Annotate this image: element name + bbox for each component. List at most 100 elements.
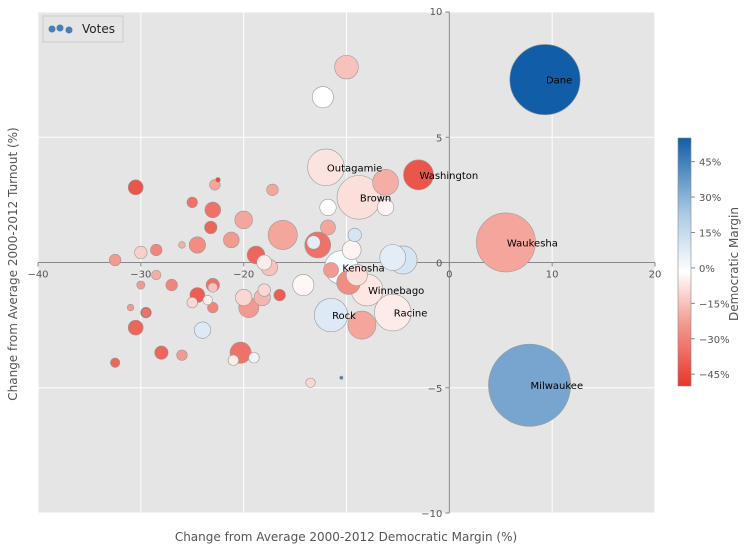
point-label-racine: Racine xyxy=(394,309,428,320)
county-point xyxy=(154,345,169,360)
county-point xyxy=(377,198,395,216)
legend-marker-2 xyxy=(56,24,64,32)
x-tick-label: −30 xyxy=(130,270,151,281)
county-point xyxy=(215,177,221,183)
county-point xyxy=(178,241,186,249)
legend-label: Votes xyxy=(82,22,115,36)
county-point xyxy=(186,196,198,208)
county-point xyxy=(150,243,163,257)
county-point xyxy=(292,274,315,296)
county-point xyxy=(127,319,144,336)
county-point xyxy=(165,278,178,292)
y-tick-label: 0 xyxy=(436,259,442,270)
county-point xyxy=(207,301,219,314)
y-axis-label: Change from Average 2000-2012 Turnout (%… xyxy=(6,127,20,401)
point-rock xyxy=(314,298,349,333)
point-label-milwaukee: Milwaukee xyxy=(531,381,584,392)
county-point xyxy=(188,236,206,254)
county-point xyxy=(204,220,218,235)
county-point xyxy=(347,227,362,242)
colorbar-tick-label: 30% xyxy=(699,193,721,204)
county-point xyxy=(273,288,286,302)
county-point xyxy=(256,254,273,271)
county-point xyxy=(323,262,339,278)
county-point xyxy=(110,357,121,368)
point-outagamie xyxy=(307,148,345,186)
county-point xyxy=(136,280,146,290)
county-point xyxy=(319,198,337,216)
point-label-washington: Washington xyxy=(419,171,478,182)
county-point xyxy=(141,308,151,318)
county-point xyxy=(320,219,336,236)
point-label-kenosha: Kenosha xyxy=(342,264,384,275)
colorbar-tick-label: 45% xyxy=(699,158,721,169)
county-point xyxy=(305,377,316,388)
county-point xyxy=(306,235,321,250)
point-label-winnebago: Winnebago xyxy=(368,286,424,297)
county-point xyxy=(234,210,253,230)
legend-marker-3 xyxy=(65,26,73,34)
legend-box xyxy=(42,15,124,43)
y-tick-label: −5 xyxy=(428,384,443,395)
county-point xyxy=(311,86,334,109)
x-tick-label: 20 xyxy=(649,270,662,281)
county-point xyxy=(267,220,298,250)
county-point xyxy=(257,283,271,297)
x-tick-label: 0 xyxy=(446,270,452,281)
county-point xyxy=(151,269,162,281)
legend-marker-1 xyxy=(48,25,56,33)
point-label-rock: Rock xyxy=(332,311,356,322)
colorbar-gradient xyxy=(678,138,691,386)
county-point xyxy=(134,245,148,260)
county-point xyxy=(227,354,239,366)
county-point xyxy=(204,201,221,219)
point-racine xyxy=(374,293,412,332)
county-point xyxy=(109,253,122,267)
colorbar-tick-label: −45% xyxy=(699,370,730,381)
county-point xyxy=(372,169,399,196)
x-axis-label: Change from Average 2000-2012 Democratic… xyxy=(175,530,517,544)
county-point xyxy=(127,179,144,196)
county-point xyxy=(266,183,279,196)
county-point xyxy=(223,231,240,249)
colorbar-tick-label: −30% xyxy=(699,335,730,346)
point-washington xyxy=(403,159,434,191)
point-brown xyxy=(336,175,382,220)
county-point xyxy=(248,352,260,364)
point-waukesha xyxy=(476,212,536,273)
x-tick-label: −20 xyxy=(233,270,254,281)
y-tick-label: 5 xyxy=(436,133,442,144)
county-point xyxy=(186,296,198,309)
county-point xyxy=(202,295,213,306)
data-labels: Dane Milwaukee Waukesha Washington Outagamie… xyxy=(327,76,583,393)
point-dane xyxy=(509,44,581,116)
point-label-dane: Dane xyxy=(546,76,572,87)
colorbar: 45% 30% 15% 0% −15% −30% −45% xyxy=(677,137,730,387)
county-point xyxy=(176,349,188,361)
colorbar-tick-label: 15% xyxy=(699,228,721,239)
data-points xyxy=(109,44,581,427)
county-point xyxy=(347,310,377,340)
county-point xyxy=(341,240,362,260)
colorbar-label: Democratic Margin xyxy=(727,207,741,321)
county-point xyxy=(235,289,253,307)
point-label-brown: Brown xyxy=(360,193,391,204)
legend: Votes xyxy=(42,15,124,43)
county-point xyxy=(126,303,135,312)
y-tick-label: 10 xyxy=(430,7,443,18)
x-tick-label: −40 xyxy=(27,270,48,281)
county-point xyxy=(194,321,212,339)
county-point xyxy=(345,264,368,286)
point-milwaukee xyxy=(488,343,571,427)
colorbar-tick-label: −15% xyxy=(699,299,730,310)
county-point xyxy=(334,54,359,80)
county-point xyxy=(339,375,344,380)
county-point xyxy=(207,282,218,293)
x-tick-label: 10 xyxy=(546,270,559,281)
colorbar-outline xyxy=(677,137,692,387)
y-tick-label: −10 xyxy=(421,509,442,520)
colorbar-tick-label: 0% xyxy=(699,264,715,275)
point-label-waukesha: Waukesha xyxy=(507,238,558,249)
point-label-outagamie: Outagamie xyxy=(327,163,382,174)
